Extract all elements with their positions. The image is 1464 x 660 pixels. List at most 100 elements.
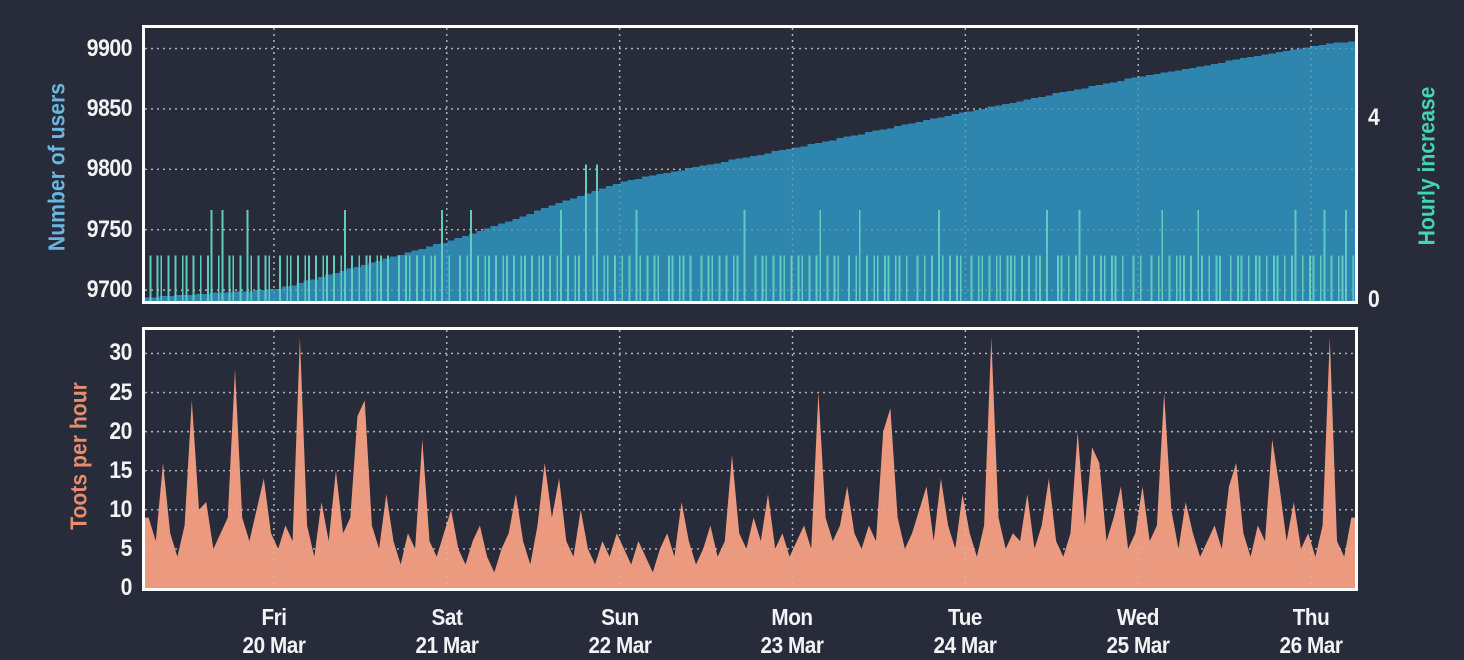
increase-bar: [1345, 210, 1347, 301]
increase-bar: [614, 255, 616, 301]
increase-bar: [430, 255, 433, 301]
increase-bar: [441, 210, 443, 301]
increase-bar: [1010, 255, 1012, 301]
increase-bar: [1352, 255, 1355, 301]
increase-bar: [898, 255, 901, 301]
increase-bar: [1039, 255, 1041, 301]
increase-bar: [228, 255, 231, 301]
increase-bar: [185, 255, 188, 301]
increase-bar: [639, 255, 642, 301]
increase-bar: [542, 255, 544, 301]
increase-bar: [1237, 255, 1239, 301]
increase-bar: [470, 210, 472, 301]
increase-bar: [995, 255, 998, 301]
increase-bar: [1179, 255, 1182, 301]
increase-bar: [264, 255, 267, 301]
increase-bar: [646, 255, 649, 301]
increase-bar: [549, 255, 551, 301]
increase-bar: [1121, 255, 1124, 301]
increase-bar: [815, 255, 818, 301]
increase-bar: [380, 255, 382, 301]
increase-bar: [459, 255, 461, 301]
toots-y-tick: 5: [120, 534, 133, 562]
increase-bar: [344, 210, 346, 301]
increase-bar: [322, 255, 325, 301]
day-label-weekday: Mon: [771, 604, 814, 630]
day-label-weekday: Tue: [948, 604, 983, 630]
increase-bar: [772, 255, 775, 301]
increase-bar: [1330, 255, 1333, 301]
increase-bar: [1046, 210, 1048, 301]
increase-bar: [1208, 255, 1211, 301]
increase-bar: [1057, 255, 1059, 301]
increase-bar: [1085, 255, 1088, 301]
increase-bar: [286, 255, 289, 301]
increase-bar: [524, 255, 526, 301]
increase-bar: [199, 255, 202, 301]
increase-bar: [387, 255, 389, 301]
increase-bar: [1229, 255, 1232, 301]
increase-bar: [931, 255, 933, 301]
increase-bar: [678, 255, 681, 301]
increase-bar: [866, 255, 868, 301]
increase-bar: [279, 255, 281, 301]
increase-bar: [873, 255, 876, 301]
increase-bar: [423, 255, 425, 301]
increase-bar: [1168, 255, 1171, 301]
day-label-date: 21 Mar: [415, 632, 479, 658]
increase-bar: [621, 255, 624, 301]
increase-bar: [513, 255, 515, 301]
increase-bar: [1100, 255, 1102, 301]
increase-bar: [1190, 255, 1192, 301]
increase-bar: [556, 255, 559, 301]
increase-bar: [160, 255, 163, 301]
day-label-weekday: Thu: [1292, 604, 1330, 630]
increase-bar: [923, 255, 926, 301]
increase-bar: [1247, 255, 1250, 301]
increase-bar: [628, 255, 631, 301]
increase-bar: [531, 255, 533, 301]
increase-bar: [606, 255, 609, 301]
gridlines-overlay: [145, 28, 1355, 301]
hourly-increase-y-tick: 0: [1368, 286, 1380, 313]
increase-bar: [520, 255, 523, 301]
increase-bar: [567, 255, 569, 301]
increase-bar: [574, 255, 577, 301]
increase-bar: [790, 255, 793, 301]
increase-bar: [315, 255, 317, 301]
increase-bar: [1111, 255, 1113, 301]
increase-bar: [358, 255, 361, 301]
users-y-tick: 9700: [86, 276, 133, 304]
users-chart-svg: [145, 28, 1355, 301]
increase-bar: [1157, 255, 1160, 301]
increase-bar: [894, 255, 897, 301]
toots-y-tick: 15: [109, 456, 132, 484]
day-label-date: 20 Mar: [242, 632, 306, 658]
increase-bar: [365, 255, 368, 301]
increase-bar: [585, 164, 587, 301]
increase-bar: [1201, 255, 1203, 301]
increase-bar: [217, 255, 220, 301]
day-label-weekday: Sun: [600, 604, 639, 630]
increase-bar: [369, 255, 371, 301]
increase-bar: [653, 255, 656, 301]
increase-bar: [1215, 255, 1218, 301]
increase-bar: [174, 255, 177, 301]
increase-bar: [956, 255, 958, 301]
toots-y-tick: 0: [120, 574, 133, 601]
increase-bar: [743, 210, 746, 301]
increase-bar: [736, 255, 739, 301]
users-chart-panel: [142, 25, 1358, 304]
day-label-weekday: Wed: [1117, 604, 1160, 630]
increase-bar: [308, 255, 310, 301]
increase-bar: [977, 255, 980, 301]
increase-bar: [1035, 255, 1038, 301]
increase-bar: [250, 255, 253, 301]
increase-bar: [1103, 255, 1106, 301]
increase-bar: [783, 255, 786, 301]
increase-bar: [988, 255, 991, 301]
increase-bar: [1240, 255, 1243, 301]
increase-bar: [970, 255, 973, 301]
users-y-tick: 9900: [86, 34, 133, 62]
increase-bar: [718, 255, 721, 301]
